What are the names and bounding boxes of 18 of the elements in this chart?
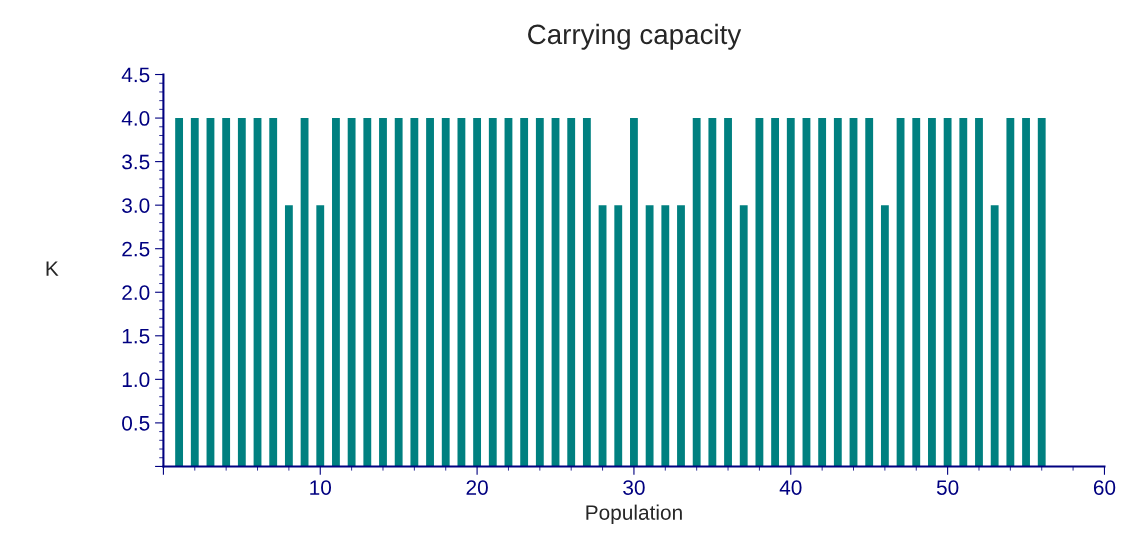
x-tick-label: 40	[779, 480, 802, 495]
x-tick-label: 10	[310, 480, 332, 495]
y-tick-label: 2.5	[122, 241, 150, 257]
x-tick-label: 50	[936, 480, 959, 495]
y-axis-title: K	[46, 261, 59, 276]
y-tick-label: 4.5	[121, 67, 150, 83]
chart-title: Carrying capacity	[528, 23, 742, 50]
y-tick-label: 3.5	[122, 154, 150, 170]
x-axis-title: Population	[586, 504, 682, 525]
y-tick-label: 1.0	[122, 372, 150, 388]
y-tick-label: 3.0	[122, 198, 150, 213]
x-tick-label: 30	[623, 480, 645, 495]
y-tick-label: 1.5	[122, 329, 150, 344]
y-tick-label: 2.0	[122, 285, 150, 301]
y-tick-label: 4.0	[121, 111, 150, 126]
y-tick-label: 0.5	[122, 415, 150, 431]
x-tick-label: 60	[1093, 480, 1116, 495]
x-tick-label: 20	[466, 480, 488, 495]
